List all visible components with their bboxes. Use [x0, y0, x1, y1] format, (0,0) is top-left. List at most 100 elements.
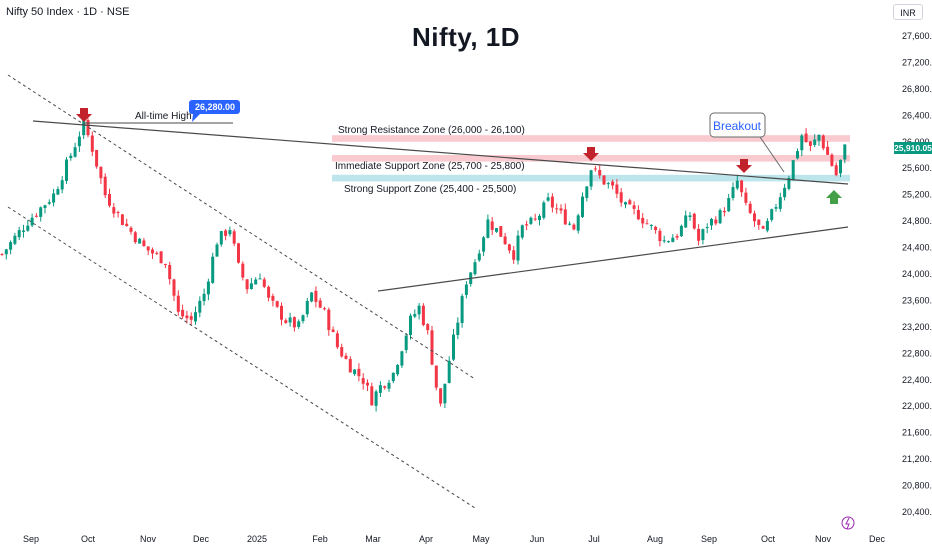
candle-body: [439, 388, 443, 404]
candle-body: [284, 320, 288, 323]
candle-body: [516, 235, 520, 261]
candle-body: [740, 180, 744, 193]
candle-body: [697, 228, 701, 241]
candle-body: [460, 296, 464, 323]
candle-body: [490, 221, 494, 230]
candle-body: [821, 135, 825, 149]
candle-body: [108, 194, 111, 206]
candle-body: [632, 205, 636, 209]
candle-body: [426, 324, 430, 331]
candle-body: [808, 141, 812, 146]
candle-body: [830, 154, 834, 166]
candle-body: [249, 283, 253, 290]
candle-body: [60, 180, 64, 190]
candle-body: [654, 226, 658, 231]
annotations-layer: All-time High 26,280.00 Strong Resistanc…: [135, 100, 785, 195]
candle-body: [705, 227, 709, 229]
candle-body: [619, 192, 623, 203]
candle-body: [718, 210, 722, 224]
candle-body: [271, 295, 275, 301]
candle-body: [464, 284, 468, 295]
candle-body: [301, 315, 305, 322]
candle-body: [417, 305, 421, 315]
candle-body: [598, 169, 602, 176]
candle-body: [434, 365, 438, 388]
candle-body: [22, 230, 25, 232]
last-price-tag: 25,910.05: [894, 142, 932, 154]
candle-body: [13, 235, 17, 244]
candle-body: [292, 317, 296, 328]
candle-body: [495, 228, 498, 232]
candle-body: [744, 192, 748, 203]
x-tick-label: May: [472, 534, 490, 544]
candle-body: [421, 305, 425, 325]
candle-body: [52, 193, 56, 203]
lightning-icon[interactable]: [841, 516, 855, 530]
candle-body: [69, 155, 73, 159]
y-tick-label: 27,200.00: [902, 57, 932, 67]
candle-body: [327, 309, 331, 331]
immediate-support-label: Immediate Support Zone (25,700 - 25,800): [335, 161, 525, 172]
candle-body: [43, 205, 47, 208]
candle-body: [146, 246, 150, 251]
candle-body: [357, 368, 361, 377]
x-tick-label: Dec: [869, 534, 886, 544]
y-tick-label: 24,400.00: [902, 243, 932, 253]
candle-body: [555, 208, 559, 210]
candle-body: [305, 300, 309, 315]
candle-body: [82, 118, 86, 136]
candle-body: [202, 293, 206, 302]
candle-body: [77, 136, 81, 147]
y-tick-label: 22,000.00: [902, 401, 932, 411]
candle-body: [757, 219, 761, 225]
y-tick-label: 20,800.00: [902, 481, 932, 491]
candle-body: [318, 300, 322, 308]
candle-body: [198, 300, 202, 313]
candle-body: [267, 286, 271, 298]
x-tick-label: Feb: [312, 534, 328, 544]
candle-body: [765, 220, 769, 231]
candle-body: [232, 231, 236, 244]
candle-body: [714, 219, 718, 224]
candle-body: [748, 203, 752, 214]
candle-body: [120, 214, 124, 226]
candle-body: [211, 256, 215, 283]
candle-body: [400, 351, 404, 366]
candle-body: [452, 334, 455, 360]
candle-body: [335, 333, 339, 348]
candle-body: [624, 202, 627, 205]
currency-selector[interactable]: INR: [893, 4, 923, 20]
x-tick-label: Aug: [647, 534, 663, 544]
candle-body: [645, 223, 649, 225]
candle-body: [486, 219, 490, 238]
candle-body: [344, 355, 348, 359]
candle-body: [641, 217, 645, 224]
candle-body: [133, 232, 137, 243]
candle-body: [280, 305, 283, 320]
candle-body: [370, 386, 374, 406]
x-tick-label: Nov: [815, 534, 832, 544]
candle-body: [314, 290, 318, 302]
candle-body: [615, 184, 619, 194]
y-tick-label: 24,000.00: [902, 269, 932, 279]
candle-body: [796, 151, 799, 159]
candle-body: [310, 292, 314, 302]
candle-body: [383, 386, 387, 388]
breakout-callout: Breakout: [709, 112, 785, 173]
candle-body: [189, 316, 193, 320]
candle-body: [103, 176, 107, 196]
candle-body: [219, 231, 223, 245]
candle-body: [185, 315, 189, 319]
candle-body: [237, 243, 240, 263]
candle-body: [684, 215, 688, 228]
candle-body: [224, 230, 228, 236]
candle-body: [340, 347, 344, 357]
candle-body: [430, 330, 434, 365]
candle-body: [228, 230, 232, 235]
candle-body: [151, 249, 154, 254]
candle-body: [241, 263, 245, 278]
candle-body: [804, 133, 808, 143]
x-tick-label: Apr: [419, 534, 433, 544]
candle-body: [404, 335, 408, 351]
